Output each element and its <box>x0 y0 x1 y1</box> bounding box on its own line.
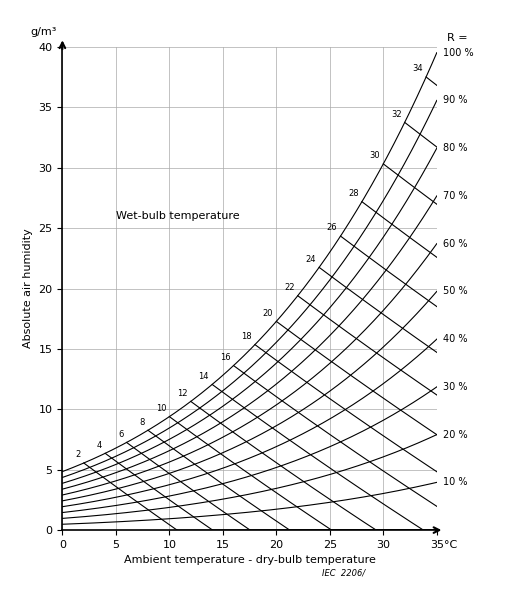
Text: 6: 6 <box>118 430 123 439</box>
Text: 90 %: 90 % <box>443 95 467 105</box>
Text: 40 %: 40 % <box>443 334 467 344</box>
Text: 12: 12 <box>177 389 188 398</box>
Text: 26: 26 <box>327 223 337 233</box>
Text: 50 %: 50 % <box>443 286 467 296</box>
Text: 100 %: 100 % <box>443 48 474 58</box>
Text: 28: 28 <box>348 189 359 198</box>
Text: IEC  2206/: IEC 2206/ <box>322 568 366 577</box>
Text: 32: 32 <box>391 110 401 119</box>
Text: 30: 30 <box>370 151 380 160</box>
Text: g/m³: g/m³ <box>31 28 57 38</box>
Text: 10 %: 10 % <box>443 477 467 487</box>
Text: 8: 8 <box>139 418 145 426</box>
Y-axis label: Absolute air humidity: Absolute air humidity <box>23 229 33 349</box>
Text: 20: 20 <box>263 309 273 318</box>
Text: 4: 4 <box>97 441 102 449</box>
Text: 10: 10 <box>155 404 166 413</box>
X-axis label: Ambient temperature - dry-bulb temperature: Ambient temperature - dry-bulb temperatu… <box>124 555 375 565</box>
Text: 30 %: 30 % <box>443 382 467 392</box>
Text: Wet-bulb temperature: Wet-bulb temperature <box>116 211 240 221</box>
Text: 34: 34 <box>412 64 423 74</box>
Text: 24: 24 <box>305 254 316 264</box>
Text: 16: 16 <box>220 353 230 362</box>
Text: 22: 22 <box>284 283 294 292</box>
Text: 80 %: 80 % <box>443 143 467 153</box>
Text: 18: 18 <box>241 332 252 341</box>
Text: 14: 14 <box>199 372 209 381</box>
Text: 20 %: 20 % <box>443 429 467 439</box>
Text: °C: °C <box>444 540 458 550</box>
Text: R =: R = <box>447 34 468 43</box>
Text: 60 %: 60 % <box>443 239 467 249</box>
Text: 70 %: 70 % <box>443 191 467 201</box>
Text: 2: 2 <box>75 451 81 459</box>
